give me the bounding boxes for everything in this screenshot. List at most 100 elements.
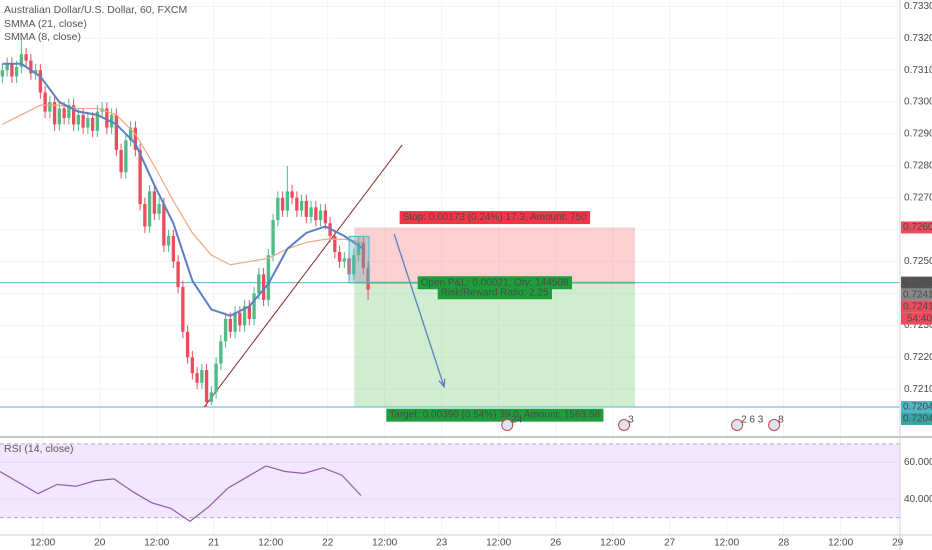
x-tick-label: 28 — [778, 538, 790, 549]
candle-body — [86, 118, 90, 128]
candle-body — [71, 105, 76, 125]
candle-body — [166, 236, 171, 246]
candle-body — [181, 287, 185, 332]
x-tick-label: 12:00 — [714, 538, 739, 549]
price-tag-label: 0.72413 — [903, 301, 932, 312]
candle-body — [299, 200, 304, 211]
candle-body — [356, 242, 361, 256]
candle-body — [200, 370, 204, 383]
candle-body — [271, 220, 275, 256]
candle-body — [290, 191, 294, 198]
candle-body — [214, 363, 218, 393]
event-icon — [501, 419, 514, 431]
candle-body — [95, 111, 100, 131]
candle-body — [352, 255, 356, 275]
candle-body — [114, 114, 119, 150]
price-tag-label: 0.72434 — [903, 277, 932, 288]
candle-body — [247, 306, 252, 319]
target-zone — [354, 282, 635, 408]
countdown: 54:40 — [907, 313, 932, 324]
event-label: 2 6 3 — [741, 415, 764, 426]
candle-body — [57, 108, 62, 125]
candle-body — [90, 118, 95, 131]
candle-body — [5, 63, 9, 71]
pnl-label-box — [417, 276, 573, 290]
x-tick-label: 12:00 — [144, 538, 169, 549]
candle-body — [337, 251, 342, 262]
stop-label: Stop: 0.00173 (0.24%) 17.3, Amount: 750 — [403, 212, 587, 223]
candle-body — [33, 70, 38, 74]
candle-body — [280, 197, 285, 211]
chart-title: Australian Dollar/U.S. Dollar, 60, FXCM — [4, 4, 187, 16]
price-tag — [901, 401, 932, 414]
candle-body — [81, 114, 85, 128]
candle-body — [48, 102, 52, 112]
candle-body — [342, 258, 346, 262]
price-tag — [901, 221, 932, 234]
candle-body — [67, 105, 71, 119]
pnl-label: Open P&L: 0.00021, Qty: 144508 — [421, 277, 569, 288]
rsi-tick-label: 40.0000 — [904, 494, 932, 505]
candle-body — [223, 318, 228, 342]
candle-body — [204, 370, 209, 402]
candle-body — [19, 54, 24, 67]
x-tick-label: 12:00 — [600, 538, 625, 549]
rsi-band — [0, 443, 900, 518]
event-label: 3 — [628, 415, 634, 426]
candle-body — [276, 197, 280, 221]
stop-label-group: Stop: 0.00173 (0.24%) 17.3, Amount: 750 — [399, 211, 591, 225]
candle-body — [133, 127, 138, 150]
candle-body — [190, 357, 195, 374]
target-label: Target: 0.00390 (0.54%) 39.0, Amount: 15… — [389, 410, 600, 421]
candle-body — [261, 274, 266, 300]
rsi-title: RSI (14, close) — [4, 443, 73, 455]
candle-body — [209, 392, 214, 402]
price-tag — [901, 288, 932, 301]
target-label-box — [386, 408, 604, 422]
candle-body — [323, 210, 327, 224]
smma-line — [2, 104, 364, 266]
candle-body — [295, 197, 299, 211]
ratio-label-box — [437, 286, 552, 300]
candle-body — [252, 293, 256, 319]
ratio-label: Risk/Reward Ratio: 2.25 — [441, 287, 549, 298]
candle-body — [171, 236, 176, 262]
event-icon — [768, 419, 781, 431]
candle-body — [76, 114, 81, 125]
rsi-line — [0, 465, 362, 523]
candle-body — [143, 204, 147, 227]
x-tick-label: 22 — [322, 538, 334, 549]
x-tick-label: 26 — [550, 538, 562, 549]
candle-body — [242, 306, 247, 326]
price-tag-label: 0.72044 — [903, 402, 932, 413]
candle-body — [228, 318, 233, 332]
event-icon — [731, 419, 744, 431]
x-tick-label: 12:00 — [828, 538, 853, 549]
price-tag — [901, 413, 932, 426]
candle-body — [10, 63, 14, 77]
candle-body — [304, 200, 308, 217]
price-tag — [901, 276, 932, 289]
candle-body — [128, 127, 133, 141]
arrow — [393, 233, 445, 387]
smma-line — [2, 62, 364, 317]
y-tick-label: 0.72100 — [904, 384, 932, 395]
candle-body — [318, 210, 323, 221]
x-tick-label: 29 — [892, 538, 904, 549]
rsi-tick-label: 60.0000 — [904, 457, 932, 468]
candle-body — [119, 149, 123, 173]
event-icon — [618, 419, 631, 431]
target-label-group: Target: 0.00390 (0.54%) 39.0, Amount: 15… — [386, 408, 604, 422]
price-tag-label: 0.72607 — [903, 222, 932, 233]
x-tick-label: 12:00 — [258, 538, 283, 549]
candle-body — [138, 149, 142, 205]
